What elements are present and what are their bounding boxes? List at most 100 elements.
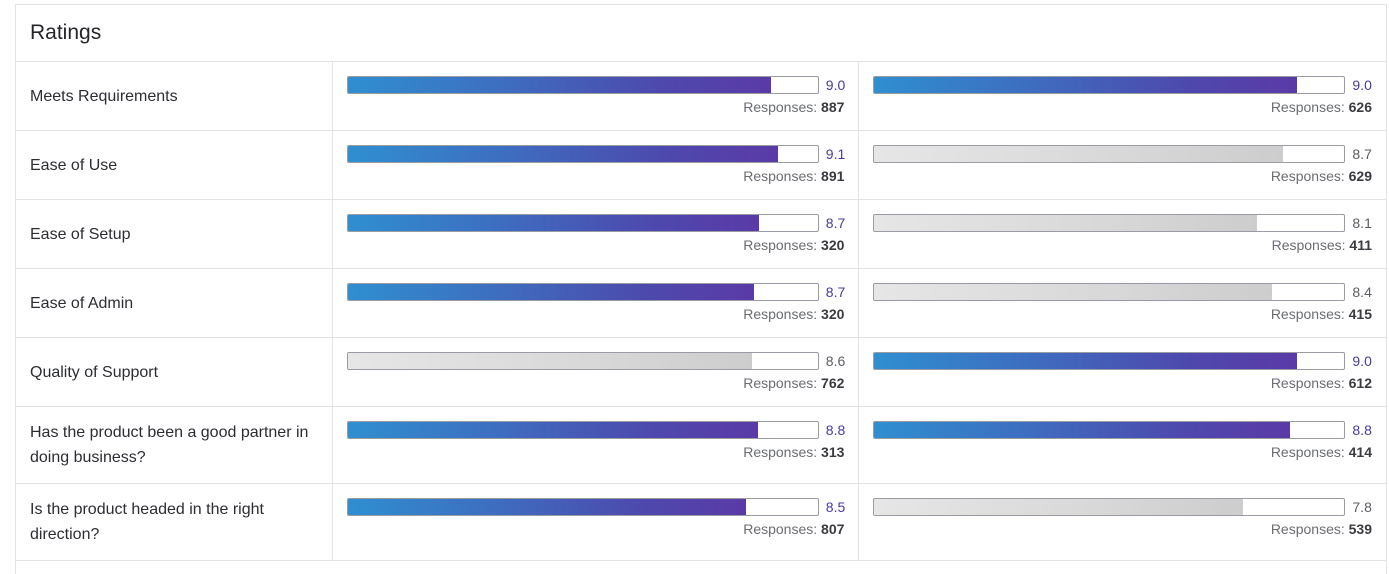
score-bar-fill xyxy=(874,284,1272,300)
responses-label: Responses: xyxy=(1270,444,1345,460)
responses-count: Responses: 887 xyxy=(743,98,844,116)
score-bar-fill xyxy=(347,215,760,231)
score-value: 8.5 xyxy=(825,499,846,515)
score-cell-right: 7.8 Responses: 539 xyxy=(859,484,1386,560)
ratings-header: Ratings xyxy=(16,5,1386,62)
score-cell-left: 9.1 Responses: 891 xyxy=(333,131,860,199)
responses-count: Responses: 807 xyxy=(743,520,844,538)
score-value: 8.7 xyxy=(1352,146,1372,162)
score-cell-right: 8.4 Responses: 415 xyxy=(859,269,1386,337)
responses-number: 887 xyxy=(821,99,845,115)
score-cell-right: 9.0 Responses: 626 xyxy=(859,62,1386,130)
responses-number: 414 xyxy=(1348,444,1372,460)
score-bar xyxy=(873,498,1346,516)
score-cell-left: 8.8 Responses: 313 xyxy=(333,407,860,483)
score-value: 9.0 xyxy=(1352,77,1372,93)
responses-label: Responses: xyxy=(1270,168,1345,184)
rating-row-ease-of-setup: Ease of Setup 8.7 Responses: 320 8.1 Respons… xyxy=(16,200,1386,269)
responses-label: Responses: xyxy=(1270,99,1345,115)
score-cell-left: 8.6 Responses: 762 xyxy=(333,338,860,406)
score-bar xyxy=(346,421,819,439)
ratings-card: Ratings Meets Requirements 9.0 Responses: … xyxy=(15,4,1387,574)
rating-row-ease-of-admin: Ease of Admin 8.7 Responses: 320 8.4 Respons… xyxy=(16,269,1386,338)
responses-label: Responses: xyxy=(1270,521,1345,537)
score-bar xyxy=(346,145,819,163)
responses-label: Responses: xyxy=(743,306,818,322)
score-value: 8.8 xyxy=(1352,422,1372,438)
score-value: 8.7 xyxy=(825,215,846,231)
score-value: 8.8 xyxy=(825,422,846,438)
responses-label: Responses: xyxy=(743,237,818,253)
score-bar xyxy=(346,214,819,232)
score-bar-fill xyxy=(347,146,778,162)
score-bar-fill xyxy=(874,215,1258,231)
score-bar-fill xyxy=(874,77,1298,93)
responses-number: 612 xyxy=(1348,375,1372,391)
responses-label: Responses: xyxy=(743,521,818,537)
responses-number: 415 xyxy=(1348,306,1372,322)
responses-number: 891 xyxy=(821,168,845,184)
responses-count: Responses: 415 xyxy=(1271,305,1372,323)
responses-number: 539 xyxy=(1348,521,1372,537)
rating-row-meets-requirements: Meets Requirements 9.0 Responses: 887 9.0 Re… xyxy=(16,62,1386,131)
score-bar-fill xyxy=(874,499,1244,515)
rating-label: Ease of Admin xyxy=(16,269,333,337)
rating-label: Has the product been a good partner in d… xyxy=(16,407,333,483)
score-cell-right: 8.8 Responses: 414 xyxy=(859,407,1386,483)
score-bar xyxy=(873,421,1346,439)
score-bar-fill xyxy=(347,353,752,369)
responses-count: Responses: 320 xyxy=(743,236,844,254)
score-bar xyxy=(873,76,1346,94)
rating-label: Ease of Setup xyxy=(16,200,333,268)
score-bar xyxy=(346,283,819,301)
score-bar-fill xyxy=(874,422,1291,438)
responses-count: Responses: 626 xyxy=(1271,98,1372,116)
score-cell-left: 9.0 Responses: 887 xyxy=(333,62,860,130)
responses-count: Responses: 762 xyxy=(743,374,844,392)
ratings-title: Ratings xyxy=(30,21,102,44)
responses-count: Responses: 411 xyxy=(1272,236,1372,254)
rating-row-ease-of-use: Ease of Use 9.1 Responses: 891 8.7 Responses… xyxy=(16,131,1386,200)
rating-row-is-the-product-headed-in-the-right-direction: Is the product headed in the right direc… xyxy=(16,484,1386,561)
responses-number: 807 xyxy=(821,521,845,537)
score-cell-left: 8.7 Responses: 320 xyxy=(333,269,860,337)
rating-row-has-the-product-been-a-good-partner-in-doing-business: Has the product been a good partner in d… xyxy=(16,407,1386,484)
responses-number: 320 xyxy=(821,306,845,322)
score-value: 8.6 xyxy=(825,353,846,369)
responses-count: Responses: 313 xyxy=(743,443,844,461)
responses-label: Responses: xyxy=(1270,306,1345,322)
responses-count: Responses: 539 xyxy=(1271,520,1372,538)
responses-count: Responses: 612 xyxy=(1271,374,1372,392)
score-bar xyxy=(873,145,1346,163)
score-value: 9.0 xyxy=(1352,353,1372,369)
responses-count: Responses: 891 xyxy=(743,167,844,185)
score-bar-fill xyxy=(347,499,747,515)
score-cell-right: 9.0 Responses: 612 xyxy=(859,338,1386,406)
score-cell-right: 8.7 Responses: 629 xyxy=(859,131,1386,199)
score-bar-fill xyxy=(347,77,771,93)
score-bar xyxy=(873,283,1346,301)
score-bar-fill xyxy=(874,353,1298,369)
score-value: 8.7 xyxy=(825,284,846,300)
responses-count: Responses: 414 xyxy=(1271,443,1372,461)
score-bar-fill xyxy=(347,284,755,300)
responses-count: Responses: 629 xyxy=(1271,167,1372,185)
responses-number: 626 xyxy=(1348,99,1372,115)
rating-row-quality-of-support: Quality of Support 8.6 Responses: 762 9.0 Re… xyxy=(16,338,1386,407)
score-value: 7.8 xyxy=(1352,499,1372,515)
rating-label: Quality of Support xyxy=(16,338,333,406)
responses-number: 629 xyxy=(1348,168,1372,184)
score-bar-fill xyxy=(874,146,1284,162)
responses-number: 762 xyxy=(821,375,845,391)
responses-label: Responses: xyxy=(743,375,818,391)
responses-count: Responses: 320 xyxy=(743,305,844,323)
score-value: 8.4 xyxy=(1352,284,1372,300)
rating-label: Ease of Use xyxy=(16,131,333,199)
score-bar xyxy=(346,76,819,94)
responses-label: Responses: xyxy=(743,99,818,115)
responses-number: 411 xyxy=(1349,237,1372,253)
responses-number: 320 xyxy=(821,237,845,253)
score-cell-left: 8.5 Responses: 807 xyxy=(333,484,860,560)
responses-number: 313 xyxy=(821,444,845,460)
ratings-table: Meets Requirements 9.0 Responses: 887 9.0 Re… xyxy=(16,62,1386,561)
